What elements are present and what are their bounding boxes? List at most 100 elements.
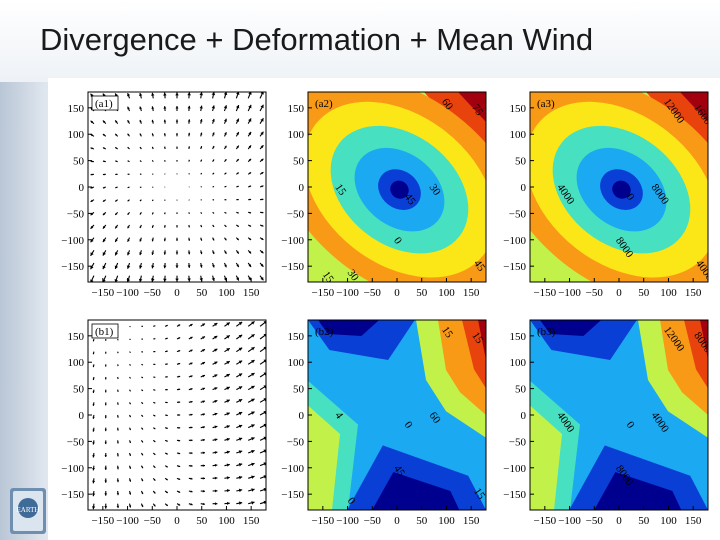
vector-arrowhead [175,92,179,96]
vector-arrowhead [190,324,193,327]
x-tick-label: 100 [218,287,235,299]
vector-arrowhead [188,159,190,161]
x-tick-label: 50 [196,515,208,527]
vector-arrowhead [178,324,181,327]
vector-arrowhead [129,390,131,392]
vector-arrowhead [260,118,264,122]
vector-arrowhead [104,416,107,419]
y-tick-label: 100 [68,129,85,141]
vector-arrowhead [175,239,179,242]
vector-arrowhead [90,93,94,98]
vector-arrowhead [104,454,107,457]
vector-arrowhead [190,349,193,352]
vector-arrowhead [263,423,266,428]
y-tick-label: 0 [299,410,305,422]
vector-arrowhead [214,502,218,506]
vector-arrowhead [90,199,93,202]
vector-arrowhead [190,451,193,455]
vector-arrowhead [141,492,144,495]
vector-arrowhead [263,398,266,402]
vector-arrowhead [166,324,168,327]
vector-arrowhead [166,337,168,340]
vector-arrowhead [226,463,230,467]
vector-arrowhead [163,278,167,282]
y-tick-label: −150 [503,489,526,501]
vector-arrowhead [238,399,243,403]
x-tick-label: −150 [311,515,334,527]
vector-arrowhead [199,119,203,122]
vector-arrowhead [90,225,94,229]
vector-arrowhead [199,265,203,268]
vector-arrowhead [105,352,107,354]
vector-arrowhead [202,489,205,493]
y-tick-label: 150 [68,103,85,115]
vector-arrowhead [175,252,179,255]
vector-arrowhead [115,173,117,176]
y-tick-label: −100 [503,463,526,475]
vector-arrowhead [116,467,119,470]
vector-arrowhead [127,212,130,215]
vector-arrowhead [223,118,227,122]
vector-arrowhead [104,493,108,496]
vector-arrowhead [175,119,179,122]
vector-arrowhead [190,503,193,506]
vector-arrowhead [236,118,240,122]
vector-arrowhead [92,365,95,368]
vector-arrowhead [248,264,252,267]
vector-arrowhead [175,132,179,135]
vector-arrowhead [237,198,239,201]
vector-arrowhead [163,265,167,269]
vector-arrowhead [260,263,264,267]
vector-arrowhead [200,132,203,135]
vector-arrowhead [190,413,193,416]
vector-arrowhead [251,334,255,338]
vector-arrowhead [188,239,191,241]
vector-arrowhead [251,462,255,467]
vector-arrowhead [139,199,142,202]
vector-arrowhead [115,212,118,215]
y-tick-label: 150 [288,331,305,343]
vector-arrowhead [202,400,205,403]
vector-arrowhead [128,505,132,508]
vector-arrowhead [153,504,156,507]
vector-arrowhead [251,321,255,325]
vector-arrowhead [129,466,131,469]
vector-arrowhead [261,198,264,201]
vector-arrowhead [127,199,130,202]
vector-arrowhead [178,337,181,340]
vector-arrowhead [251,385,255,390]
title-band [0,0,720,82]
vector-arrowhead [114,265,119,269]
vector-arrowhead [178,401,181,404]
vector-arrowhead [104,429,107,432]
vector-arrowhead [117,339,119,341]
vector-arrowhead [114,252,118,256]
contour-label: 0 [402,419,415,431]
x-tick-label: 0 [394,515,400,527]
y-tick-label: 150 [510,103,527,115]
vector-arrowhead [116,441,119,444]
y-tick-label: 0 [79,410,85,422]
vector-arrowhead [116,480,120,483]
x-tick-label: −50 [364,515,382,527]
vector-arrowhead [260,276,264,281]
contour-band-right-4 [700,320,708,360]
vector-arrowhead [104,378,107,380]
vector-arrowhead [214,489,218,493]
vector-arrowhead [164,213,166,215]
x-tick-label: 100 [438,515,455,527]
y-tick-label: −150 [281,489,304,501]
vector-arrowhead [190,388,193,391]
vector-arrowhead [190,490,193,493]
x-tick-label: −150 [533,287,556,299]
vector-arrowhead [226,335,230,339]
vector-arrowhead [178,452,181,455]
vector-arrowhead [202,387,205,391]
vector-arrowhead [187,92,191,96]
vector-arrowhead [178,465,181,468]
vector-arrowhead [225,212,227,214]
vector-arrowhead [188,132,191,135]
vector-arrowhead [212,145,215,148]
vector-arrowhead [151,133,154,136]
